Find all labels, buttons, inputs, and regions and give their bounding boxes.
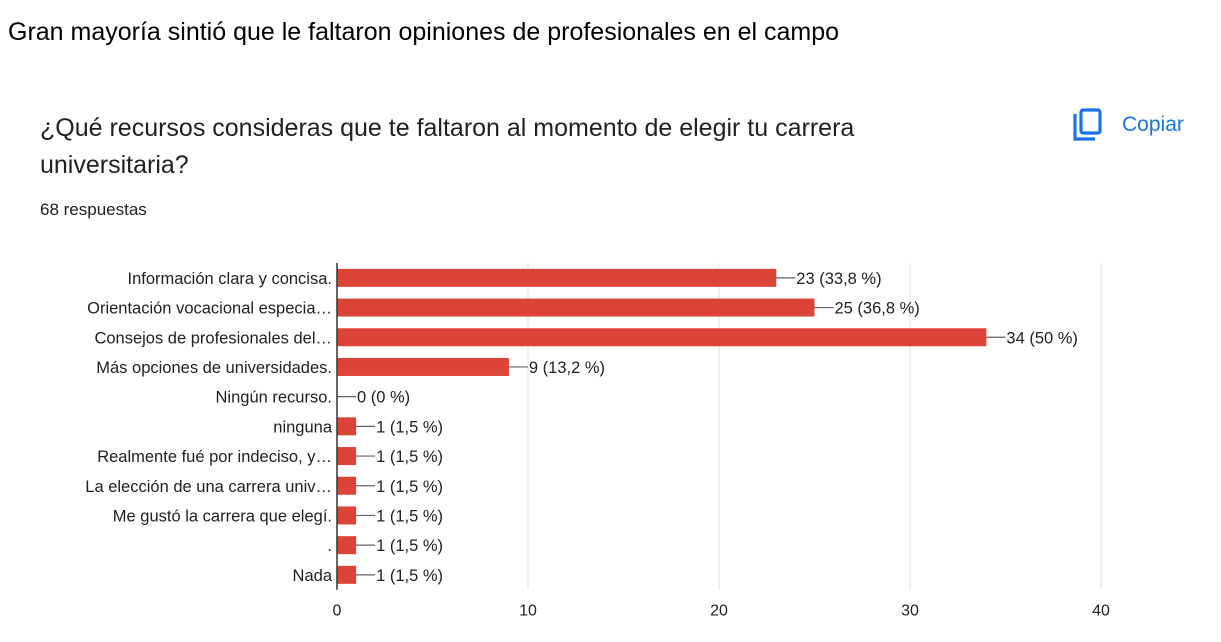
category-label: Consejos de profesionales del…	[94, 329, 332, 347]
data-label: 1 (1,5 %)	[376, 567, 443, 585]
category-label: Realmente fué por indeciso, y…	[97, 448, 332, 466]
copy-label: Copiar	[1122, 113, 1184, 136]
x-tick-label: 30	[901, 603, 919, 620]
bar	[337, 298, 815, 317]
x-tick-label: 0	[333, 603, 342, 620]
data-label: 1 (1,5 %)	[376, 418, 443, 436]
data-label: 25 (36,8 %)	[835, 300, 920, 318]
category-label: Orientación vocacional especia…	[87, 300, 332, 318]
data-label: 1 (1,5 %)	[376, 537, 443, 555]
copy-button[interactable]: Copiar	[1072, 108, 1184, 142]
copy-icon	[1073, 108, 1102, 141]
data-label: 1 (1,5 %)	[376, 448, 443, 466]
bar	[337, 565, 357, 584]
category-label: La elección de una carrera univ…	[85, 478, 332, 496]
category-label: Información clara y concisa.	[127, 270, 332, 288]
bar-chart: 0 10 20 30 40 Información clara y concisa. 23 …	[85, 263, 1110, 620]
data-label: 23 (33,8 %)	[796, 270, 881, 288]
category-label: .	[327, 537, 332, 555]
response-count: 68 respuestas	[40, 200, 147, 219]
data-label: 34 (50 %)	[1006, 329, 1078, 347]
bar	[337, 357, 509, 376]
data-label: 1 (1,5 %)	[376, 478, 443, 496]
page-caption: Gran mayoría sintió que le faltaron opin…	[8, 18, 840, 46]
bar	[337, 506, 357, 525]
bar	[337, 447, 357, 466]
bar	[337, 328, 987, 347]
x-tick-label: 40	[1092, 603, 1110, 620]
question-title: ¿Qué recursos consideras que te faltaron…	[40, 114, 855, 179]
bar	[337, 417, 357, 436]
bar	[337, 268, 777, 287]
category-label: Nada	[293, 567, 333, 585]
bar	[337, 476, 357, 495]
category-label: Ningún recurso.	[216, 389, 332, 407]
data-label: 9 (13,2 %)	[529, 359, 605, 377]
x-tick-label: 20	[710, 603, 728, 620]
data-label: 0 (0 %)	[357, 389, 410, 407]
x-tick-label: 10	[519, 603, 537, 620]
data-label: 1 (1,5 %)	[376, 507, 443, 525]
category-label: Me gustó la carrera que elegí.	[113, 507, 332, 525]
bar	[337, 536, 357, 555]
category-label: Más opciones de universidades.	[96, 359, 332, 377]
category-label: ninguna	[273, 418, 333, 436]
